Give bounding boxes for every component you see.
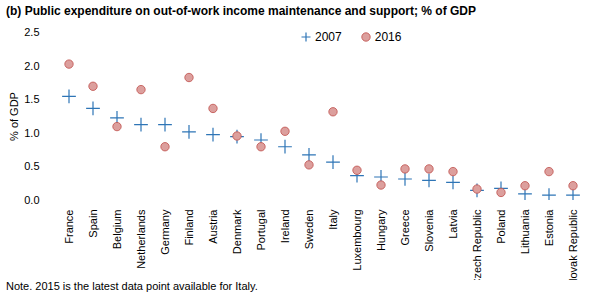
svg-text:Austria: Austria [207, 209, 219, 244]
svg-text:Hungary: Hungary [375, 209, 387, 251]
svg-text:1.5: 1.5 [24, 93, 39, 105]
svg-text:2.5: 2.5 [24, 26, 39, 38]
svg-text:Belgium: Belgium [111, 210, 123, 250]
svg-text:Ireland: Ireland [279, 210, 291, 244]
svg-text:Germany: Germany [159, 209, 171, 255]
svg-text:Portugal: Portugal [255, 210, 267, 251]
svg-text:0.0: 0.0 [24, 194, 39, 206]
svg-text:Sweden: Sweden [303, 210, 315, 250]
svg-text:Denmark: Denmark [231, 209, 243, 254]
svg-text:Lithuania: Lithuania [519, 209, 531, 255]
svg-text:Czech Republic: Czech Republic [471, 209, 483, 280]
svg-text:1.0: 1.0 [24, 127, 39, 139]
svg-text:Latvia: Latvia [447, 209, 459, 239]
svg-text:Slovenia: Slovenia [423, 209, 435, 252]
svg-text:Luxembourg: Luxembourg [351, 210, 363, 271]
html-text:2007: 2007 [315, 30, 342, 44]
html-text:Note. 2015 is the latest data: Note. 2015 is the latest data point avai… [6, 280, 258, 292]
svg-text:Slovak Republic: Slovak Republic [567, 209, 579, 280]
svg-text:France: France [63, 210, 75, 244]
svg-text:Spain: Spain [87, 210, 99, 238]
svg-text:Italy: Italy [327, 209, 339, 230]
svg-text:Finland: Finland [183, 210, 195, 246]
svg-text:Estonia: Estonia [543, 209, 555, 247]
svg-text:% of GDP: % of GDP [8, 92, 20, 141]
svg-text:0.5: 0.5 [24, 160, 39, 172]
svg-text:Netherlands: Netherlands [135, 209, 147, 269]
html-text:2016: 2016 [374, 30, 402, 44]
html-text:(b) Public expenditure on out-: (b) Public expenditure on out-of-work in… [6, 4, 476, 18]
svg-text:Greece: Greece [399, 210, 411, 246]
svg-text:2.0: 2.0 [24, 60, 39, 72]
svg-text:Poland: Poland [495, 210, 507, 244]
